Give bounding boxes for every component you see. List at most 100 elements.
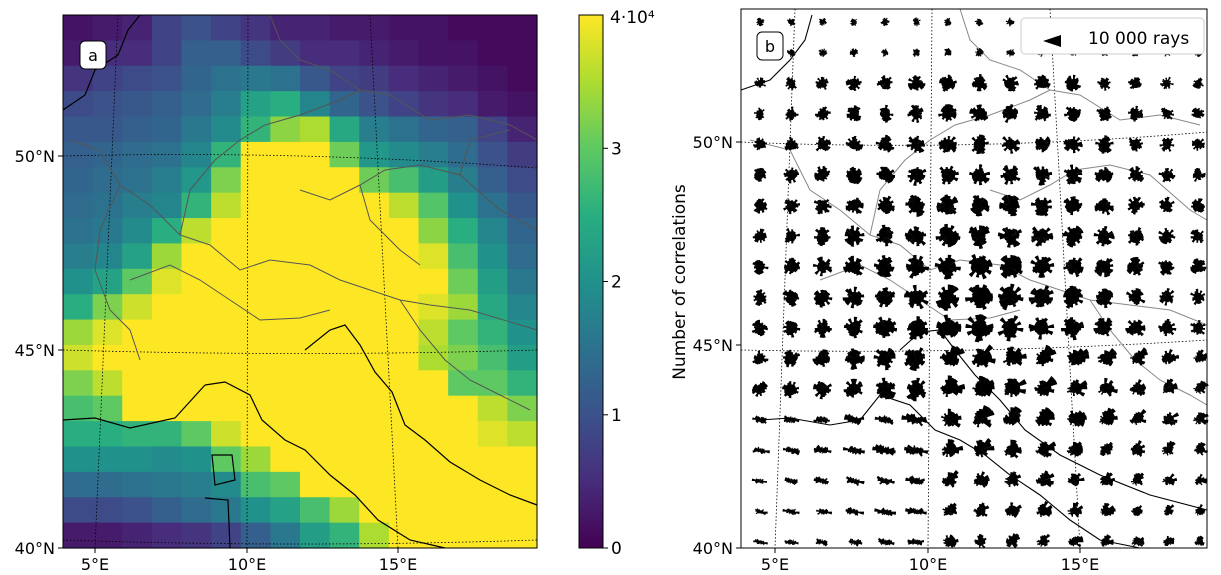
rose-marker: [845, 476, 865, 487]
heatmap-cell: [151, 344, 183, 371]
rose-marker: [943, 534, 959, 548]
rose-marker: [936, 314, 962, 340]
rose-marker: [876, 166, 896, 184]
rose-marker: [873, 316, 898, 338]
rose-marker: [813, 381, 832, 400]
heatmap-cell: [151, 141, 183, 168]
heatmap-cell: [329, 421, 360, 448]
rose-marker: [1063, 285, 1084, 309]
rose-marker: [1067, 472, 1085, 487]
rose-marker: [905, 507, 927, 515]
heatmap-cell: [122, 243, 153, 270]
rose-marker: [934, 254, 961, 280]
rose-marker: [785, 76, 797, 90]
rose-marker: [1094, 258, 1114, 278]
heatmap-cell: [211, 446, 242, 473]
rose-marker: [845, 197, 864, 215]
heatmap-cell: [418, 15, 449, 41]
rose-marker: [912, 48, 920, 57]
heatmap-cell: [63, 370, 94, 397]
heatmap-cell: [63, 65, 94, 92]
rose-marker: [814, 106, 831, 121]
heatmap-cell: [507, 370, 538, 397]
rose-marker: [973, 471, 990, 488]
x-tick-label-b: 10°E: [909, 555, 947, 574]
heatmap-cell: [359, 243, 390, 270]
heatmap-cell: [300, 116, 331, 143]
heatmap-cell: [122, 421, 153, 448]
heatmap-cell: [507, 421, 538, 448]
heatmap-cell: [477, 167, 508, 194]
rose-marker: [939, 165, 959, 185]
heatmap-cell: [418, 167, 449, 194]
rose-marker: [1125, 288, 1146, 306]
rose-marker: [1163, 504, 1175, 516]
rose-marker: [813, 444, 832, 454]
rose-marker: [1128, 77, 1142, 90]
rose-marker: [1035, 470, 1055, 488]
heatmap-cell: [181, 395, 212, 422]
heatmap-cell: [63, 294, 94, 321]
heatmap-cell: [477, 370, 508, 397]
heatmap-cell: [418, 192, 449, 219]
rose-marker: [752, 228, 767, 243]
heatmap-cell: [92, 446, 123, 473]
rose-marker: [785, 106, 799, 121]
rose-marker: [997, 283, 1024, 311]
rose-marker: [1063, 196, 1083, 216]
rose-marker: [754, 107, 765, 121]
heatmap-cell: [329, 497, 360, 524]
rose-marker: [1190, 229, 1204, 244]
heatmap-cell: [270, 370, 301, 397]
rose-marker: [784, 228, 801, 244]
rose-marker: [783, 415, 800, 424]
heatmap-cell: [359, 344, 390, 371]
rose-marker: [1001, 136, 1021, 154]
colorbar-tick-label: 0: [611, 539, 622, 559]
rose-marker: [1130, 440, 1146, 457]
heatmap-cell: [359, 319, 390, 346]
rose-marker: [901, 413, 927, 427]
lon-5-line: [94, 14, 119, 549]
heatmap-cell: [359, 522, 390, 549]
map-lines-a: [62, 14, 538, 549]
heatmap-cell: [63, 91, 94, 118]
rose-marker: [877, 195, 895, 215]
rose-marker: [1129, 409, 1147, 426]
heatmap-cell: [270, 40, 301, 67]
rose-marker: [1035, 407, 1055, 427]
rose-marker: [812, 256, 833, 277]
panel-b-roses: b 10 000 rays 5°E 10°E 15°E 40°N 45°N 50°N: [693, 8, 1209, 574]
legend-label: 10 000 rays: [1088, 29, 1189, 49]
rose-marker: [751, 319, 768, 337]
heatmap-cell: [151, 15, 183, 41]
rose-marker: [1068, 535, 1084, 548]
heatmap-cell: [507, 15, 538, 41]
heatmap-cell: [388, 319, 420, 346]
rose-marker: [907, 75, 926, 91]
rose-marker: [938, 104, 957, 122]
heatmap-cell: [388, 40, 420, 67]
heatmap-cell: [300, 65, 331, 92]
heatmap-cell: [240, 294, 271, 321]
rose-marker: [813, 415, 830, 424]
rose-marker: [1000, 164, 1021, 185]
heatmap-cell: [92, 268, 123, 295]
heatmap-cell: [507, 471, 538, 498]
heatmap-cell: [181, 344, 212, 371]
rose-marker: [752, 415, 767, 424]
rose-marker: [842, 445, 865, 455]
rose-marker: [782, 349, 801, 368]
heatmap-cell: [477, 218, 508, 245]
heatmap-cell: [388, 471, 420, 498]
heatmap-cell: [181, 167, 212, 194]
heatmap-cell: [92, 395, 123, 422]
rose-marker: [752, 259, 769, 275]
heatmap-cell: [270, 446, 301, 473]
rose-marker: [1160, 107, 1174, 120]
heatmap-cell: [211, 116, 242, 143]
heatmap-cell: [151, 40, 183, 67]
heatmap-cell: [270, 91, 301, 118]
heatmap-cell: [359, 395, 390, 422]
heatmap-cell: [477, 243, 508, 270]
